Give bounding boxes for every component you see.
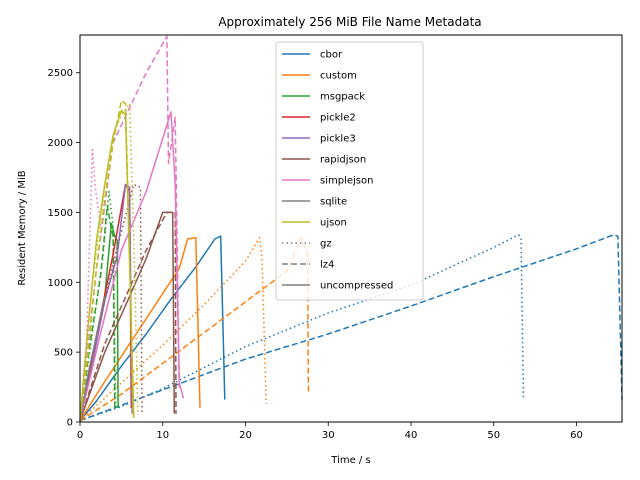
y-tick-label: 500 (54, 348, 73, 359)
legend-label-pickle2: pickle2 (320, 113, 356, 124)
series-line-ujson-lz4 (79, 99, 134, 421)
y-axis-label: Resident Memory / MiB (17, 170, 28, 285)
x-tick-label: 40 (405, 430, 418, 441)
y-axis: 0 500 1000 1500 2000 2500 (48, 68, 80, 429)
series-line-rapidjson-uncompressed (79, 211, 176, 421)
series-line-custom-uncompressed (79, 236, 201, 422)
legend-label-custom: custom (320, 71, 357, 82)
x-tick-label: 30 (322, 430, 335, 441)
plot-frame (79, 34, 623, 423)
y-tick-label: 2000 (48, 138, 73, 149)
legend: cbor custom msgpack pickle2 pickle3 rapidjson… (275, 41, 424, 301)
legend-box (275, 41, 424, 301)
x-tick-label: 20 (239, 430, 252, 441)
chart-title: Approximately 256 MiB File Name Metadata (218, 15, 481, 29)
series-line-pickle3-uncompressed (79, 183, 133, 421)
y-tick-label: 0 (67, 418, 73, 429)
legend-label-lz4: lz4 (320, 260, 334, 271)
legend-label-pickle3: pickle3 (320, 134, 356, 145)
x-tick-label: 60 (570, 430, 583, 441)
legend-label-rapidjson: rapidjson (320, 155, 366, 166)
series-line-msgpack-lz4 (79, 204, 116, 421)
legend-label-cbor: cbor (320, 50, 343, 61)
x-tick-label: 10 (156, 430, 169, 441)
series-line-custom-lz4 (79, 236, 310, 422)
legend-label-sqlite: sqlite (320, 197, 347, 208)
legend-label-ujson: ujson (320, 218, 347, 229)
x-tick-label: 50 (487, 430, 500, 441)
y-tick-label: 1500 (48, 208, 73, 219)
series-line-cbor-lz4 (79, 234, 623, 422)
y-tick-label: 1000 (48, 278, 73, 289)
legend-label-gz: gz (320, 239, 332, 250)
legend-label-uncompressed: uncompressed (320, 281, 393, 292)
series-layer (79, 35, 623, 422)
legend-label-simplejson: simplejson (320, 176, 373, 187)
x-axis-label: Time / s (330, 455, 370, 466)
x-axis: 0 10 20 30 40 50 60 (77, 422, 583, 441)
y-tick-label: 2500 (48, 68, 73, 79)
series-line-sqlite-uncompressed (79, 296, 106, 421)
series-line-custom-gz (79, 236, 267, 422)
series-line-cbor-uncompressed (79, 235, 226, 422)
legend-label-msgpack: msgpack (320, 92, 365, 103)
x-tick-label: 0 (77, 430, 83, 441)
